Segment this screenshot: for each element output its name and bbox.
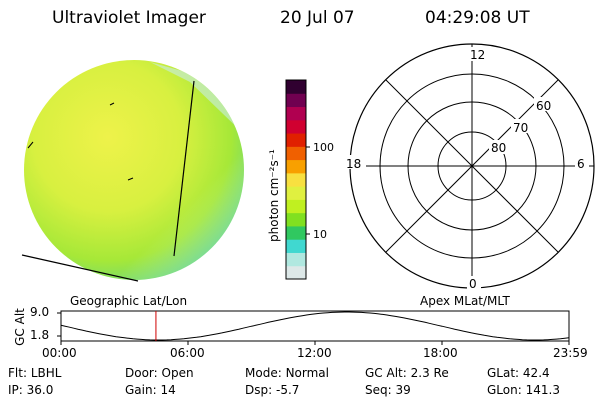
polar-label-12: 12 [470,48,485,62]
status-mode: Mode: Normal [245,366,329,380]
status-glon: GLon: 141.3 [487,383,560,397]
mode-value: Normal [285,366,329,380]
colorbar-segment [286,159,306,174]
ip-label: IP: [8,383,23,397]
door-label: Door: [125,366,158,380]
door-value: Open [161,366,194,380]
alt-x-label: 18:00 [423,346,458,360]
label-bg [465,47,487,61]
polar-label-6: 6 [577,157,585,171]
earth-limb [24,60,244,280]
artifact-mark [27,141,34,149]
glon-value: 141.3 [525,383,560,397]
label-bg [489,140,509,154]
status-door: Door: Open [125,366,194,380]
colorbar-segment [286,106,306,121]
colorbar-segment [286,199,306,214]
gain-label: Gain: [125,383,157,397]
seq-value: 39 [395,383,411,397]
label-bg [534,97,554,111]
colorbar-tick-label-10: 10 [313,228,327,241]
polar-ring-label-80: 80 [491,141,506,155]
flt-value: LBHL [30,366,62,380]
gcalt-label: GC Alt: [365,366,407,380]
altitude-plot [57,310,570,345]
glat-label: GLat: [487,366,520,380]
alt-x-label: 12:00 [297,346,332,360]
alt-y-label-low: 1.8 [30,328,50,342]
glat-value: 42.4 [522,366,550,380]
colorbar-segment [286,239,306,253]
colorbar [285,79,307,280]
colorbar-segment [286,172,306,187]
polar-diagonal [385,79,559,253]
dsp-value: -5.7 [275,383,300,397]
colorbar-unit-label: photon cm⁻²s⁻¹ [267,149,281,242]
status-gain: Gain: 14 [125,383,176,397]
status-ip: IP: 36.0 [8,383,53,397]
geo-label: Geographic Lat/Lon [70,294,188,308]
uvi-image [21,60,244,282]
status-glat: GLat: 42.4 [487,366,550,380]
dsp-label: Dsp: [245,383,273,397]
label-bg [344,155,366,169]
ip-value: 36.0 [26,383,54,397]
status-dsp: Dsp: -5.7 [245,383,299,397]
colorbar-segment [286,146,306,161]
altitude-plot-frame [60,310,570,342]
colorbar-segment [286,119,306,134]
gain-value: 14 [160,383,176,397]
gcalt-value: 2.3 Re [410,366,449,380]
colorbar-segment [286,80,306,94]
colorbar-segment [286,225,306,240]
colorbar-segment [286,186,306,200]
polar-plot: 12 18 6 0 60 70 80 [344,43,595,291]
horizon-line [21,254,139,282]
colorbar-segment [286,93,306,108]
polar-ring-label-60: 60 [536,99,551,113]
status-flt: Flt: LBHL [8,366,61,380]
artifact-mark [127,177,134,181]
artifact-mark [109,102,115,106]
mode-label: Mode: [245,366,282,380]
alt-x-label: 00:00 [42,346,77,360]
alt-x-label: 06:00 [170,346,205,360]
altitude-curve [60,311,570,341]
label-bg [511,119,531,133]
app-title: Ultraviolet Imager [52,8,206,28]
colorbar-frame [285,79,307,280]
colorbar-segment [286,212,306,227]
date-label: 20 Jul 07 [280,8,355,28]
alt-y-label-high: 9.0 [30,305,50,319]
colorbar-segment [286,265,306,280]
label-bg [467,276,481,290]
polar-label-18: 18 [346,157,361,171]
terminator-line [173,80,195,257]
colorbar-tick-label-100: 100 [313,141,334,154]
seq-label: Seq: [365,383,392,397]
polar-ring-label-70: 70 [513,121,528,135]
label-bg [575,155,589,169]
status-gcalt: GC Alt: 2.3 Re [365,366,449,380]
apex-label: Apex MLat/MLT [420,294,510,308]
colorbar-segment [286,133,306,147]
colorbar-segment [286,252,306,267]
polar-label-0: 0 [469,277,477,291]
time-label: 04:29:08 UT [425,8,530,28]
flt-label: Flt: [8,366,27,380]
status-seq: Seq: 39 [365,383,411,397]
glon-label: GLon: [487,383,522,397]
alt-axis-title: GC Alt [13,308,27,346]
alt-x-label: 23:59 [553,346,588,360]
